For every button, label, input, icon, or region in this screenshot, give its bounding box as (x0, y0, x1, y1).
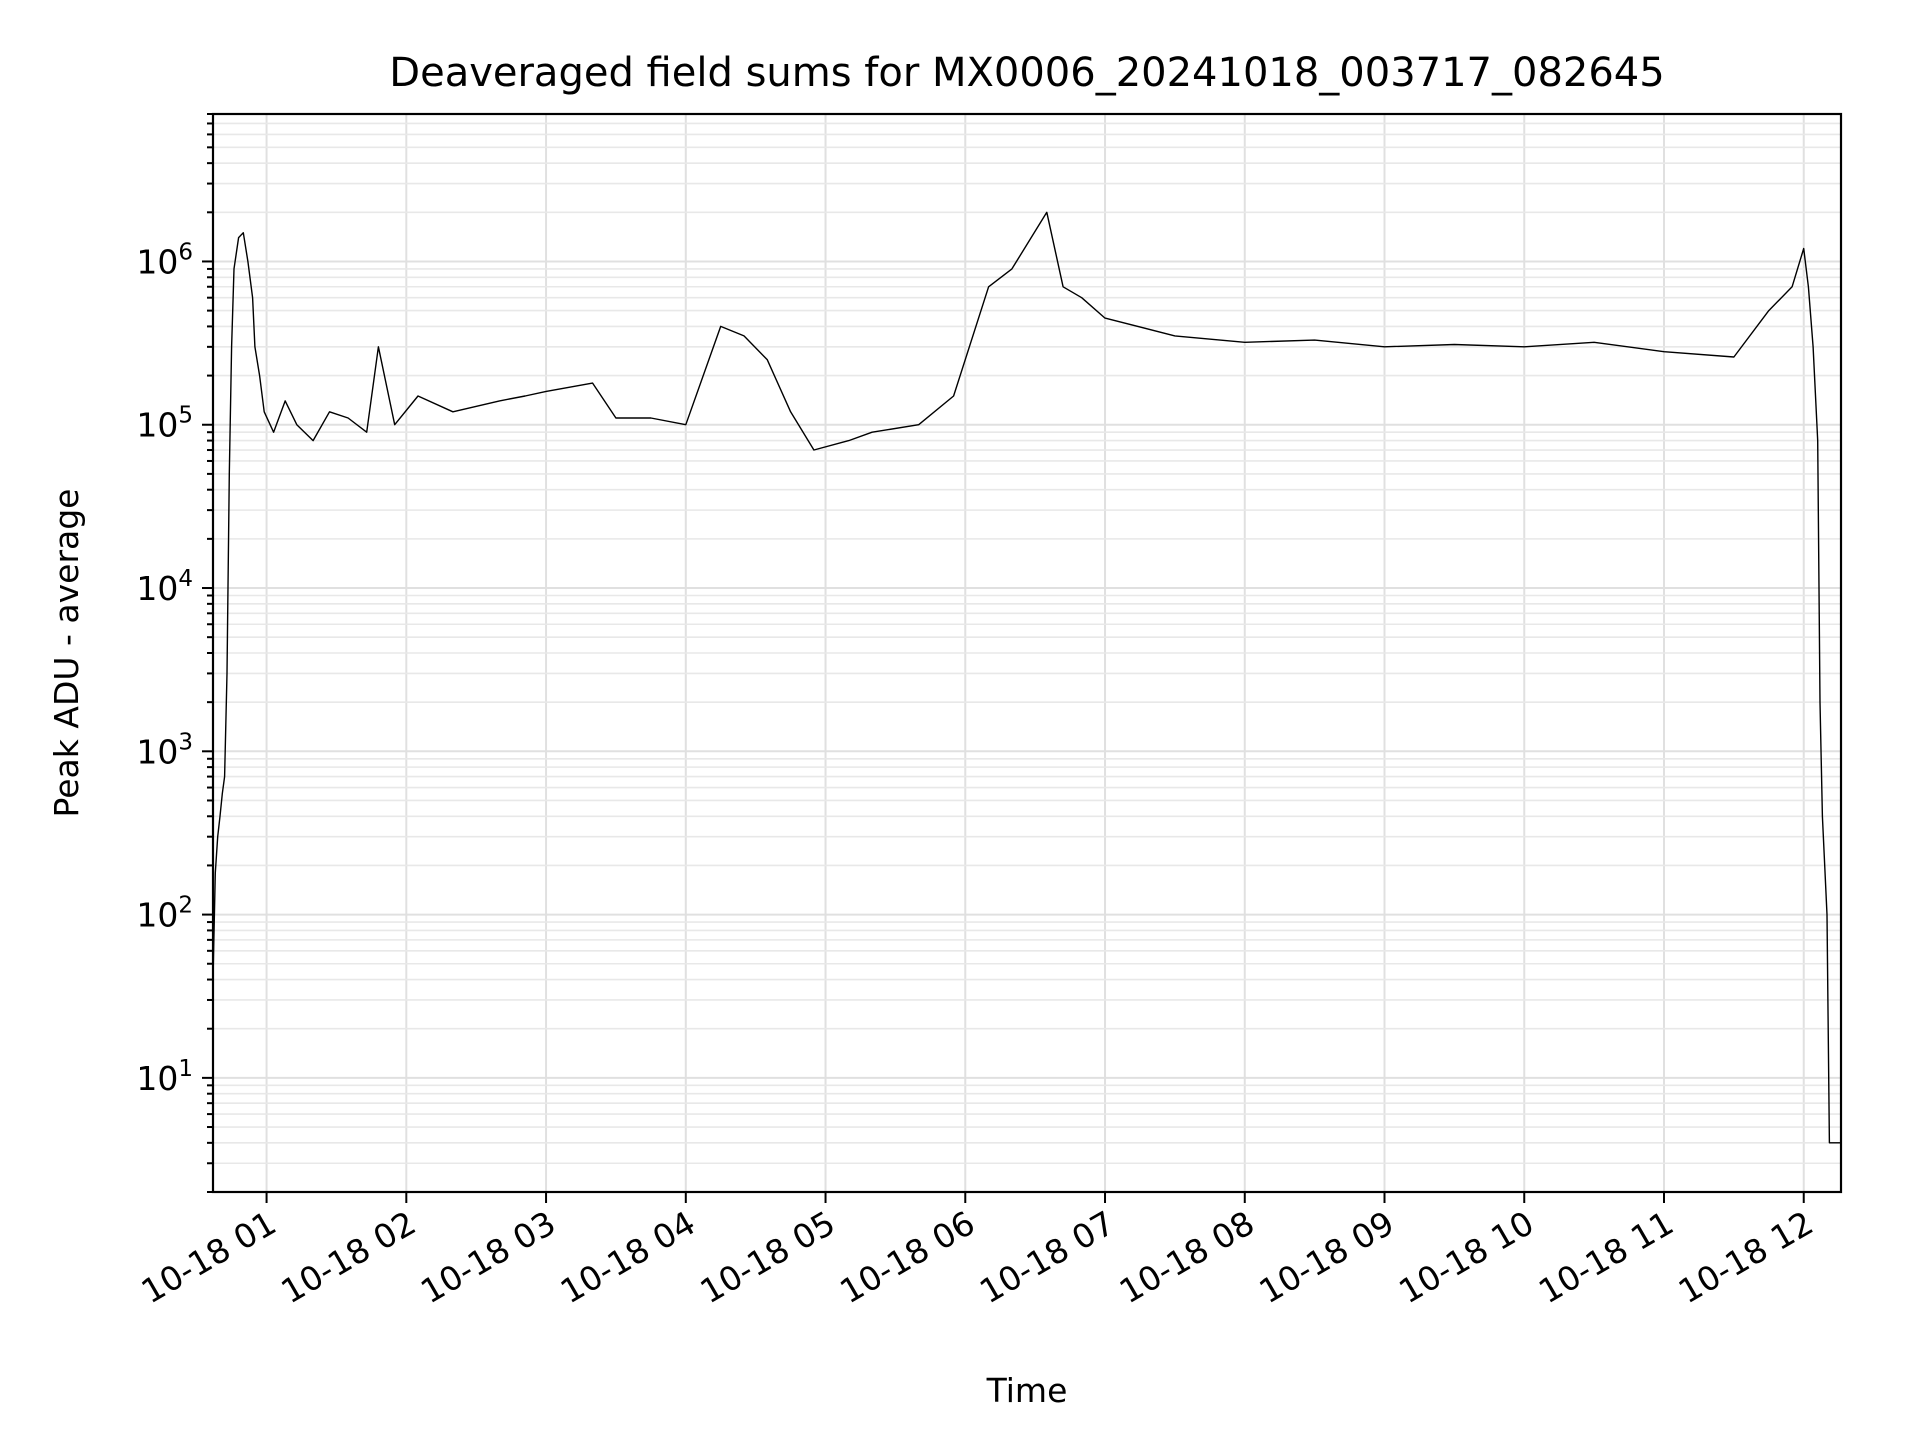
chart-title: Deaveraged field sums for MX0006_2024101… (389, 50, 1664, 96)
y-tick-label: 106 (136, 239, 193, 281)
grid (213, 113, 1841, 1193)
y-tick-label: 102 (136, 893, 193, 935)
y-tick-label: 101 (136, 1056, 193, 1098)
y-axis: 101 102 103 104 105 106 (136, 113, 213, 1193)
y-tick-label: 104 (136, 566, 193, 608)
y-tick-label: 105 (136, 403, 193, 445)
y-axis-label: Peak ADU - average (47, 489, 86, 818)
series-layer (212, 211, 1841, 1144)
series-line-0 (212, 211, 1841, 1144)
x-axis-label: Time (986, 1371, 1068, 1410)
y-tick-label: 103 (136, 729, 193, 771)
